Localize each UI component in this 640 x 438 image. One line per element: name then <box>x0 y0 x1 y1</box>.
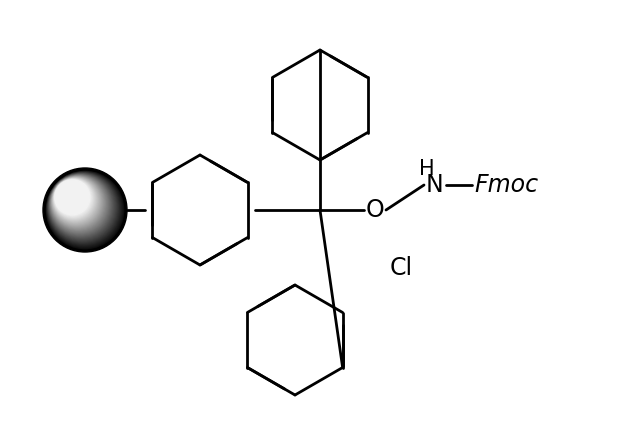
Circle shape <box>51 176 107 232</box>
Circle shape <box>51 176 106 230</box>
Circle shape <box>54 179 94 219</box>
Circle shape <box>50 175 109 234</box>
Circle shape <box>50 175 111 236</box>
Circle shape <box>48 173 118 243</box>
Circle shape <box>49 174 114 239</box>
Circle shape <box>49 174 113 237</box>
Circle shape <box>52 177 100 225</box>
Circle shape <box>51 177 104 229</box>
Circle shape <box>43 168 127 252</box>
Circle shape <box>54 179 93 218</box>
Circle shape <box>53 178 98 223</box>
Circle shape <box>55 180 91 215</box>
Circle shape <box>46 171 124 249</box>
Circle shape <box>47 173 119 244</box>
Text: H: H <box>419 159 435 179</box>
Circle shape <box>55 180 90 215</box>
Circle shape <box>52 177 101 226</box>
Circle shape <box>52 177 99 224</box>
Circle shape <box>49 174 113 238</box>
Circle shape <box>51 175 108 233</box>
Circle shape <box>54 179 95 220</box>
Circle shape <box>53 178 97 222</box>
Circle shape <box>51 176 106 231</box>
Circle shape <box>54 180 92 216</box>
Circle shape <box>54 179 92 217</box>
Circle shape <box>51 176 104 230</box>
Circle shape <box>47 172 120 245</box>
Text: Fmoc: Fmoc <box>474 173 538 197</box>
Circle shape <box>48 173 116 242</box>
Text: O: O <box>365 198 385 222</box>
Circle shape <box>47 172 123 248</box>
Circle shape <box>49 173 115 240</box>
Circle shape <box>50 175 109 235</box>
Circle shape <box>47 172 122 247</box>
Circle shape <box>52 178 99 223</box>
Circle shape <box>48 173 118 244</box>
Circle shape <box>49 174 111 237</box>
Circle shape <box>52 177 103 228</box>
Circle shape <box>52 177 102 227</box>
Circle shape <box>47 172 121 246</box>
Text: N: N <box>426 173 444 197</box>
Text: Cl: Cl <box>390 256 413 280</box>
Circle shape <box>54 178 96 221</box>
Circle shape <box>49 173 116 241</box>
